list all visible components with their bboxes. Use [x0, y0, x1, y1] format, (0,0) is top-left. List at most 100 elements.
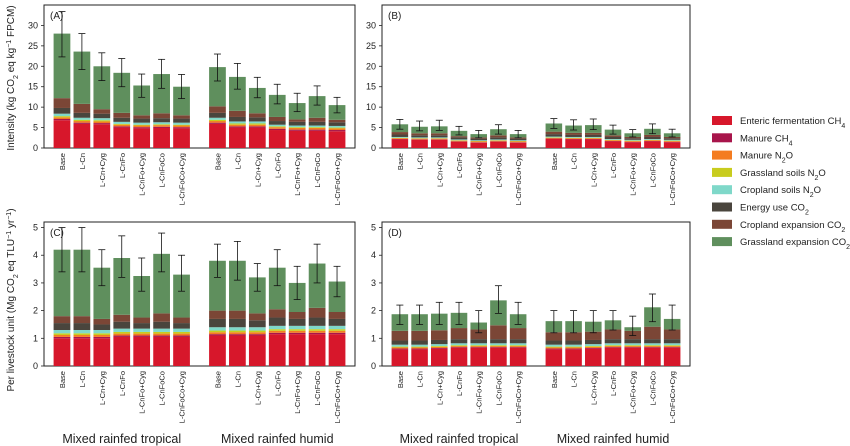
- bar-segment-crop_exp: [93, 109, 111, 114]
- bar-segment-grass_exp: [268, 267, 286, 310]
- bar: [268, 83, 286, 148]
- bar-segment-manure_ch4: [663, 347, 681, 348]
- bar-segment-crop_soil: [663, 343, 681, 346]
- bar-segment-grass_soil: [133, 331, 151, 334]
- category-label: L-CnFoCo+Cyg: [514, 153, 523, 205]
- bar-segment-manure_ch4: [153, 335, 170, 337]
- y-tick-label: 5: [33, 223, 38, 233]
- bar-segment-manure_ch4: [644, 347, 661, 348]
- bar-segment-grass_exp: [308, 96, 326, 118]
- bar-segment-energy: [431, 135, 448, 138]
- bar-segment-crop_exp: [308, 307, 326, 318]
- bar-segment-energy: [93, 113, 111, 119]
- category-label: L-Cn+Cyg: [435, 371, 444, 405]
- bar-segment-crop_soil: [509, 343, 527, 346]
- bar-segment-energy: [133, 323, 151, 329]
- bar-segment-grass_exp: [133, 276, 151, 318]
- bar-segment-grass_soil: [644, 345, 661, 347]
- bar-segment-energy: [288, 318, 306, 326]
- bar-segment-manure_n2o: [308, 330, 326, 333]
- y-tick-label: 5: [371, 223, 376, 233]
- panel-label: (D): [388, 228, 402, 239]
- bar-segment-manure_ch4: [490, 347, 507, 348]
- bar-segment-energy: [509, 339, 527, 344]
- bar-segment-grass_exp: [93, 66, 111, 110]
- bar-segment-grass_soil: [268, 329, 286, 331]
- bar-segment-enteric: [53, 338, 71, 366]
- bar-segment-manure_n2o: [113, 124, 131, 127]
- bar-segment-energy: [53, 107, 71, 114]
- bar-segment-manure_ch4: [133, 335, 151, 337]
- bar-segment-manure_ch4: [585, 348, 602, 349]
- bar-segment-grass_soil: [53, 333, 71, 335]
- bar-segment-manure_n2o: [624, 141, 641, 142]
- bar-segment-energy: [229, 318, 246, 328]
- category-label: L-Cn: [78, 371, 87, 387]
- category-label: L-CnFoCo+Cyg: [178, 153, 187, 205]
- bar-segment-crop_soil: [470, 343, 487, 346]
- bar-segment-crop_exp: [391, 330, 409, 341]
- bar-segment-crop_soil: [604, 343, 622, 346]
- bar-segment-manure_n2o: [411, 347, 428, 349]
- bar-segment-grass_soil: [229, 330, 246, 333]
- bar-segment-enteric: [248, 127, 266, 148]
- y-tick-label: 25: [366, 41, 376, 51]
- bar-segment-crop_exp: [545, 131, 563, 135]
- bar-segment-enteric: [153, 336, 170, 366]
- bar-segment-manure_n2o: [450, 140, 468, 142]
- bar: [93, 249, 111, 366]
- bar-segment-energy: [308, 121, 326, 126]
- bar-segment-manure_ch4: [545, 348, 563, 350]
- category-label: L-CnFoCo: [158, 371, 167, 406]
- bar-segment-manure_n2o: [328, 128, 346, 131]
- bar-segment-grass_exp: [173, 274, 190, 318]
- legend-label: Manure N2O: [740, 151, 793, 165]
- bar-segment-energy: [431, 339, 448, 345]
- bar-segment-energy: [585, 339, 602, 345]
- bar-segment-energy: [268, 317, 286, 326]
- y-tick-label: 0: [371, 143, 376, 153]
- bar-segment-energy: [644, 339, 661, 344]
- bar-segment-grass_soil: [328, 127, 346, 129]
- legend-swatch: [712, 167, 732, 177]
- bar-segment-crop_exp: [209, 106, 226, 113]
- bar-segment-crop_soil: [248, 327, 266, 331]
- bar-segment-enteric: [308, 334, 326, 366]
- bar-segment-manure_n2o: [173, 333, 190, 336]
- bar-segment-manure_ch4: [173, 127, 190, 129]
- bar-segment-grass_soil: [328, 329, 346, 331]
- bar-segment-crop_soil: [53, 330, 71, 334]
- y-tick-label: 10: [366, 102, 376, 112]
- bar-segment-grass_exp: [133, 85, 151, 116]
- bar: [113, 235, 131, 366]
- bar-segment-crop_soil: [308, 125, 326, 128]
- bar-segment-crop_soil: [229, 121, 246, 124]
- bar-segment-grass_soil: [53, 116, 71, 118]
- category-label: L-CnFoCo: [648, 371, 657, 406]
- bar-segment-crop_soil: [391, 344, 409, 347]
- bar-segment-energy: [53, 323, 71, 330]
- bar-segment-manure_ch4: [229, 126, 246, 128]
- bar-segment-energy: [209, 318, 226, 328]
- y-tick-label: 3: [371, 278, 376, 288]
- bar-segment-grass_soil: [209, 119, 226, 122]
- bar-segment-enteric: [565, 139, 582, 148]
- panel-c: 0 1 2 3 4 5 (C) Base L-Cn L-Cn+Cyg L-CnFo L-CnFo+Cy…: [33, 221, 356, 446]
- bar-segment-enteric: [490, 348, 507, 366]
- bar-segment-energy: [565, 340, 582, 345]
- y-tick-label: 30: [28, 20, 38, 30]
- bar-segment-energy: [663, 339, 681, 344]
- bar-segment-energy: [229, 116, 246, 122]
- bar-segment-grass_soil: [431, 346, 448, 347]
- category-label: L-CnFoCo+Cyg: [668, 153, 677, 205]
- bar-segment-manure_ch4: [173, 335, 190, 337]
- bar-segment-manure_ch4: [113, 335, 131, 337]
- legend-swatch: [712, 116, 732, 125]
- category-label: L-CnFo: [273, 371, 282, 396]
- category-label: L-CnFo+Cyg: [629, 371, 638, 414]
- bar: [153, 58, 170, 148]
- bar-segment-grass_soil: [450, 345, 468, 347]
- category-label: L-Cn: [416, 371, 425, 387]
- bar-segment-grass_soil: [585, 346, 602, 347]
- bar-segment-crop_soil: [229, 327, 246, 331]
